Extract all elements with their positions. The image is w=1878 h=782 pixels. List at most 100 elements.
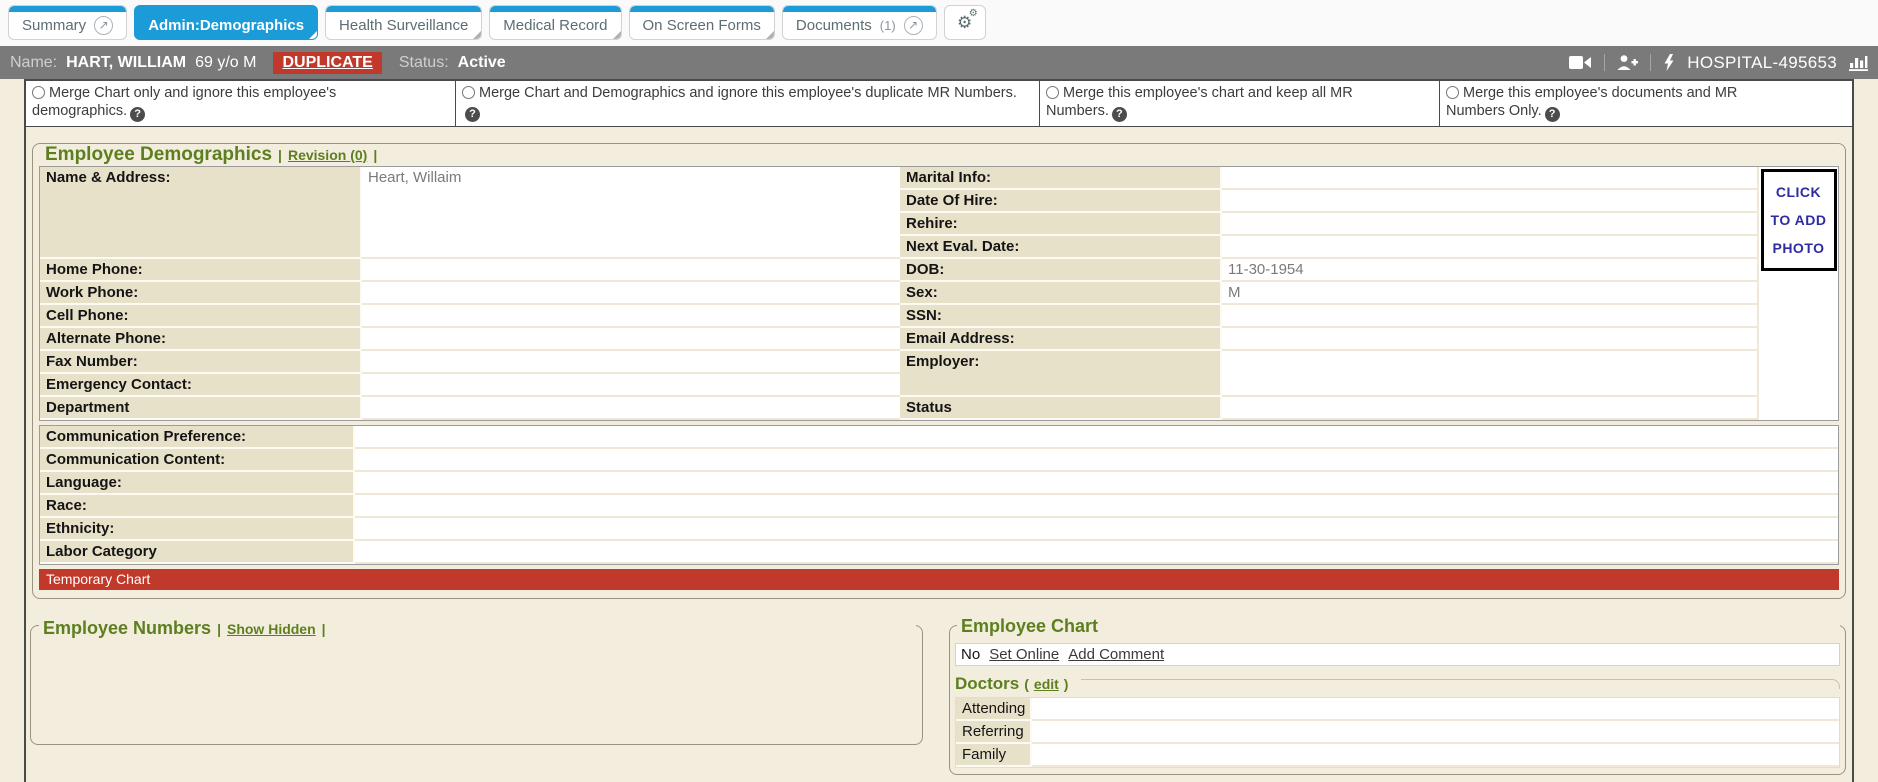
field-value xyxy=(362,305,900,328)
doctor-row-label: Attending xyxy=(956,698,1032,721)
section-title: Employee Demographics xyxy=(45,144,273,165)
doctors-table: Attending Referring Family xyxy=(955,697,1840,768)
field-value xyxy=(1222,236,1757,259)
employee-demographics-header: Employee Demographics | Revision (0) | xyxy=(41,144,1839,166)
field-label: Email Address: xyxy=(900,328,1222,351)
field-value xyxy=(362,351,900,374)
doctor-row-value xyxy=(1032,744,1839,767)
field-label: DOB: xyxy=(900,259,1222,282)
help-icon[interactable]: ? xyxy=(465,107,480,122)
field-label: Date Of Hire: xyxy=(900,190,1222,213)
field-value xyxy=(1222,397,1757,420)
tab-on-screen-forms[interactable]: On Screen Forms xyxy=(628,5,775,40)
merge-option-chart-and-demographics[interactable]: Merge Chart and Demographics and ignore … xyxy=(456,81,1040,126)
add-photo-button[interactable]: CLICK TO ADD PHOTO xyxy=(1760,169,1837,271)
tab-bar: Summary ↗ Admin:Demographics Health Surv… xyxy=(0,0,1878,46)
field-label: Name & Address: xyxy=(40,167,362,259)
field-label: Marital Info: xyxy=(900,167,1222,190)
field-value xyxy=(362,397,900,420)
field-value xyxy=(355,518,1838,541)
radio-button[interactable] xyxy=(32,86,45,99)
tab-health-surveillance[interactable]: Health Surveillance xyxy=(325,5,483,40)
help-icon[interactable]: ? xyxy=(130,107,146,122)
field-value xyxy=(362,282,900,305)
employee-chart-section: Employee Chart No Set Online Add Comment… xyxy=(949,616,1846,775)
lightning-bolt-icon[interactable] xyxy=(1663,54,1675,71)
field-value xyxy=(1222,328,1757,351)
separator: | xyxy=(321,621,326,637)
separator: ( xyxy=(1024,676,1029,692)
merge-option-chart-only[interactable]: Merge Chart only and ignore this employe… xyxy=(26,81,456,126)
patient-name: HART, WILLIAM xyxy=(66,53,187,71)
show-hidden-link[interactable]: Show Hidden xyxy=(226,621,316,637)
field-value xyxy=(362,328,900,351)
set-online-link[interactable]: Set Online xyxy=(989,646,1060,663)
field-value xyxy=(362,259,900,282)
section-title: Employee Chart xyxy=(961,616,1099,636)
popout-arrow-icon[interactable]: ↗ xyxy=(94,16,114,35)
field-label: Sex: xyxy=(900,282,1222,305)
photo-placeholder-line: PHOTO xyxy=(1772,240,1825,256)
separator: | xyxy=(278,147,282,163)
status-label: Status: xyxy=(398,53,449,71)
field-value xyxy=(1222,305,1757,328)
field-value xyxy=(355,472,1838,495)
bottom-sections: Employee Numbers | Show Hidden | Employe… xyxy=(30,616,1848,775)
help-icon[interactable]: ? xyxy=(1544,107,1560,122)
field-label: Fax Number: xyxy=(40,351,362,374)
main-container: Merge Chart only and ignore this employe… xyxy=(24,79,1854,782)
tab-documents[interactable]: Documents (1) ↗ xyxy=(781,5,937,40)
field-label: Language: xyxy=(40,472,355,495)
merge-option-documents-only[interactable]: Merge this employee's documents and MR N… xyxy=(1440,81,1852,126)
doctors-header: Doctors ( edit ) xyxy=(955,674,1840,694)
field-label: Department xyxy=(40,397,362,420)
field-value xyxy=(355,449,1838,472)
doctors-edit-link[interactable]: edit xyxy=(1033,676,1059,692)
field-label: Communication Preference: xyxy=(40,426,355,449)
field-value xyxy=(355,426,1838,449)
popout-arrow-icon[interactable]: ↗ xyxy=(903,16,923,35)
separator: | xyxy=(217,621,221,637)
doctor-row-value xyxy=(1032,698,1839,721)
radio-button[interactable] xyxy=(1046,86,1059,99)
bar-chart-icon[interactable] xyxy=(1849,54,1868,71)
employee-chart-header: Employee Chart xyxy=(957,616,1840,637)
help-icon[interactable]: ? xyxy=(1111,107,1127,122)
field-label: Status xyxy=(900,397,1222,420)
divider xyxy=(1650,54,1652,71)
content-area: Employee Demographics | Revision (0) | N… xyxy=(26,127,1852,782)
tab-admin-demographics[interactable]: Admin:Demographics xyxy=(134,5,319,40)
employee-numbers-section: Employee Numbers | Show Hidden | xyxy=(30,618,923,745)
merge-options-row: Merge Chart only and ignore this employe… xyxy=(26,81,1852,127)
add-comment-link[interactable]: Add Comment xyxy=(1068,646,1165,663)
field-value xyxy=(1222,213,1757,236)
tab-label: Medical Record xyxy=(503,17,608,34)
field-value xyxy=(1222,351,1757,397)
video-camera-icon[interactable] xyxy=(1569,55,1592,70)
field-value xyxy=(355,495,1838,518)
field-label: Alternate Phone: xyxy=(40,328,362,351)
settings-gears-button[interactable]: ⚙ ⚙ xyxy=(943,5,986,40)
tab-label: On Screen Forms xyxy=(642,17,761,34)
patient-age-sex: 69 y/o M xyxy=(195,53,257,71)
person-add-icon[interactable] xyxy=(1617,55,1639,70)
tab-medical-record[interactable]: Medical Record xyxy=(489,5,622,40)
separator: ) xyxy=(1063,676,1069,692)
doctor-row-label: Family xyxy=(956,744,1032,767)
demographics-extra-table: Communication Preference: Communication … xyxy=(39,425,1839,565)
chart-online-value: No xyxy=(961,646,981,663)
duplicate-badge[interactable]: DUPLICATE xyxy=(273,51,382,74)
doctor-row-value xyxy=(1032,721,1839,744)
field-label: Labor Category xyxy=(40,541,355,564)
revision-link[interactable]: Revision (0) xyxy=(287,147,368,163)
employee-numbers-header: Employee Numbers | Show Hidden | xyxy=(39,618,916,639)
doctor-row-label: Referring xyxy=(956,721,1032,744)
facility-id: HOSPITAL-495653 xyxy=(1687,52,1837,72)
radio-button[interactable] xyxy=(1446,86,1459,99)
tab-label: Admin:Demographics xyxy=(148,17,305,34)
radio-button[interactable] xyxy=(462,86,475,99)
field-value: 11-30-1954 xyxy=(1222,259,1757,282)
merge-option-keep-all-mr[interactable]: Merge this employee's chart and keep all… xyxy=(1040,81,1440,126)
tab-summary[interactable]: Summary ↗ xyxy=(8,5,128,40)
field-label: Emergency Contact: xyxy=(40,374,362,397)
